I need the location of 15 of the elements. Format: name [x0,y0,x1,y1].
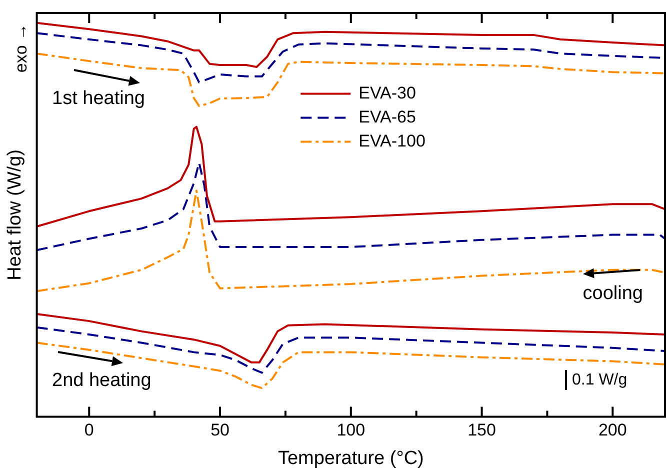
y-axis-title: Heat flow (W/g) [4,149,26,280]
legend-label: EVA-100 [358,131,426,150]
legend-label: EVA-30 [358,83,416,102]
x-tick-label: 200 [598,420,627,440]
x-tick-label: 100 [336,420,366,440]
x-tick-label: 50 [210,420,230,440]
annotation: 0.1 W/g [572,371,628,388]
text: exo → [12,23,31,73]
annotation: 2nd heating [52,370,152,392]
x-tick-label: 150 [468,420,496,440]
annotation: 1st heating [52,88,145,110]
legend-label: EVA-65 [358,107,416,126]
annotation: cooling [582,283,643,304]
x-tick-label: 0 [84,420,94,440]
x-axis-title: Temperature (°C) [278,448,424,469]
